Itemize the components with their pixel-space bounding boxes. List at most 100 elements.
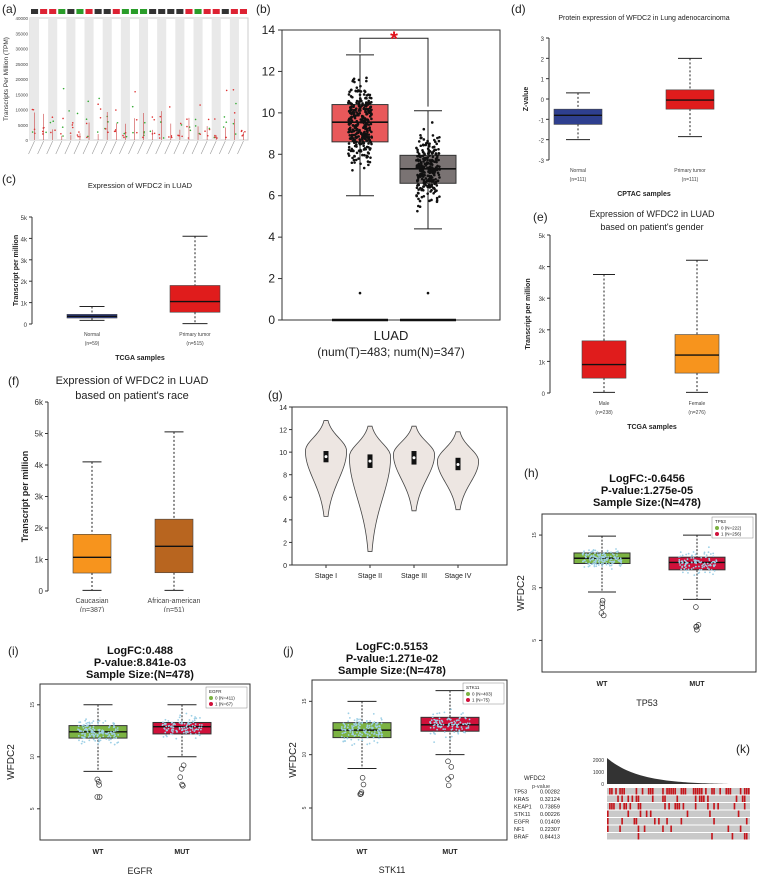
point xyxy=(435,200,439,204)
point xyxy=(432,191,435,195)
count-label: (n=111) xyxy=(682,177,699,183)
point xyxy=(429,732,432,735)
mutation-cell xyxy=(700,795,703,802)
point xyxy=(595,565,598,568)
point xyxy=(619,557,622,560)
point xyxy=(370,135,373,138)
column-header xyxy=(212,9,220,14)
point xyxy=(369,100,373,104)
point xyxy=(426,192,429,195)
point xyxy=(358,139,362,143)
point xyxy=(598,557,601,559)
mutation-cell xyxy=(739,825,742,832)
point xyxy=(606,549,609,552)
column-band xyxy=(102,18,112,140)
point xyxy=(85,725,88,728)
y-tick-label: 10 xyxy=(532,585,538,591)
mutation-cell xyxy=(713,803,715,810)
sample-size-label: Sample Size:(N=478) xyxy=(338,665,446,677)
point xyxy=(114,729,117,732)
point xyxy=(704,571,706,574)
point xyxy=(447,725,449,728)
mutation-cell xyxy=(637,825,640,832)
point xyxy=(442,728,445,731)
point xyxy=(347,122,351,126)
point xyxy=(223,116,226,118)
gene-label: EGFR xyxy=(127,866,153,876)
mutation-cell xyxy=(607,825,609,832)
legend-label: 0 (N=403) xyxy=(472,692,493,697)
point xyxy=(430,170,433,174)
point xyxy=(436,712,439,715)
point xyxy=(610,551,612,554)
x-tick-label xyxy=(137,140,144,155)
point xyxy=(348,134,352,137)
outlier xyxy=(94,794,101,800)
point xyxy=(241,134,243,137)
y-tick-label: 8 xyxy=(268,147,275,161)
point xyxy=(113,735,116,738)
point xyxy=(712,555,715,558)
point xyxy=(78,739,80,742)
mutation-cell xyxy=(662,825,664,832)
point xyxy=(358,732,361,734)
x-tick-label xyxy=(164,140,172,155)
point xyxy=(186,730,189,733)
point xyxy=(703,565,705,568)
point xyxy=(93,731,96,734)
x-tick-label xyxy=(155,140,162,155)
x-axis-label: LUAD xyxy=(374,328,409,343)
point xyxy=(348,717,351,719)
point xyxy=(71,122,74,124)
point xyxy=(429,726,432,729)
point xyxy=(464,716,467,719)
y-tick-label: 3k xyxy=(21,259,28,265)
point xyxy=(697,572,700,575)
point xyxy=(369,140,373,144)
point xyxy=(595,556,597,559)
point xyxy=(122,134,124,137)
point xyxy=(710,569,713,571)
legend-marker xyxy=(466,692,470,696)
point xyxy=(438,720,441,722)
point xyxy=(365,139,368,142)
heat-row xyxy=(607,795,750,802)
point xyxy=(102,721,105,724)
mutation-cell xyxy=(711,833,713,840)
point xyxy=(81,736,84,739)
mutation-cell xyxy=(743,833,746,840)
point xyxy=(90,733,93,736)
point xyxy=(365,79,368,83)
point xyxy=(216,137,218,139)
point xyxy=(92,730,94,733)
point xyxy=(347,154,351,157)
y-tick-label: 30000 xyxy=(15,47,28,52)
column-header xyxy=(58,9,66,14)
point xyxy=(351,95,354,99)
point xyxy=(352,109,356,112)
point xyxy=(684,563,687,566)
point xyxy=(435,142,438,146)
point xyxy=(162,721,164,724)
point xyxy=(194,125,197,127)
row-pvalue: 0.00226 xyxy=(540,812,560,818)
point xyxy=(370,732,373,734)
chart-title: Expression of WFDC2 in LUAD xyxy=(56,375,209,387)
point xyxy=(357,718,359,721)
point xyxy=(438,717,441,720)
point xyxy=(361,721,364,724)
category-label: Primary tumor xyxy=(674,168,706,174)
point xyxy=(347,99,351,103)
point xyxy=(175,737,178,740)
y-tick-label: 2k xyxy=(21,280,28,286)
row-pvalue: 0.84413 xyxy=(540,835,560,841)
point xyxy=(380,730,383,733)
mutation-cell xyxy=(737,810,740,817)
mutation-cell xyxy=(627,810,630,817)
point xyxy=(185,725,188,728)
point xyxy=(350,738,353,741)
point xyxy=(681,554,684,557)
violin-median xyxy=(412,456,416,460)
point xyxy=(106,732,109,735)
point xyxy=(714,564,717,566)
